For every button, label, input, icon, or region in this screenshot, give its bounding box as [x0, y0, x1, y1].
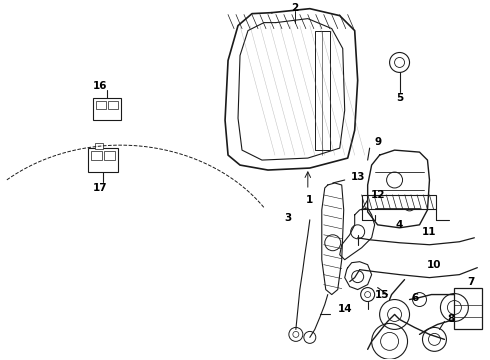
Text: 12: 12 — [370, 190, 385, 200]
Bar — [315, 31, 330, 150]
Text: 4: 4 — [396, 220, 403, 230]
Bar — [104, 151, 115, 160]
Bar — [94, 98, 122, 120]
Bar — [97, 101, 106, 109]
Text: 9: 9 — [374, 137, 381, 147]
Text: 11: 11 — [422, 227, 437, 237]
Bar — [92, 151, 102, 160]
Bar — [108, 101, 119, 109]
Text: 6: 6 — [411, 293, 418, 302]
Text: 13: 13 — [350, 172, 365, 182]
Text: 17: 17 — [93, 183, 108, 193]
Text: 14: 14 — [338, 305, 352, 315]
Text: 8: 8 — [448, 314, 455, 324]
Text: 1: 1 — [306, 195, 314, 205]
Bar — [89, 148, 119, 172]
Text: 15: 15 — [374, 289, 389, 300]
Text: 2: 2 — [291, 3, 298, 13]
Text: 5: 5 — [396, 93, 403, 103]
Text: 10: 10 — [427, 260, 441, 270]
Text: 16: 16 — [93, 81, 108, 91]
Bar — [454, 288, 482, 329]
Text: 3: 3 — [284, 213, 292, 223]
Bar — [96, 143, 103, 149]
Text: 7: 7 — [467, 276, 475, 287]
Bar — [362, 195, 437, 209]
